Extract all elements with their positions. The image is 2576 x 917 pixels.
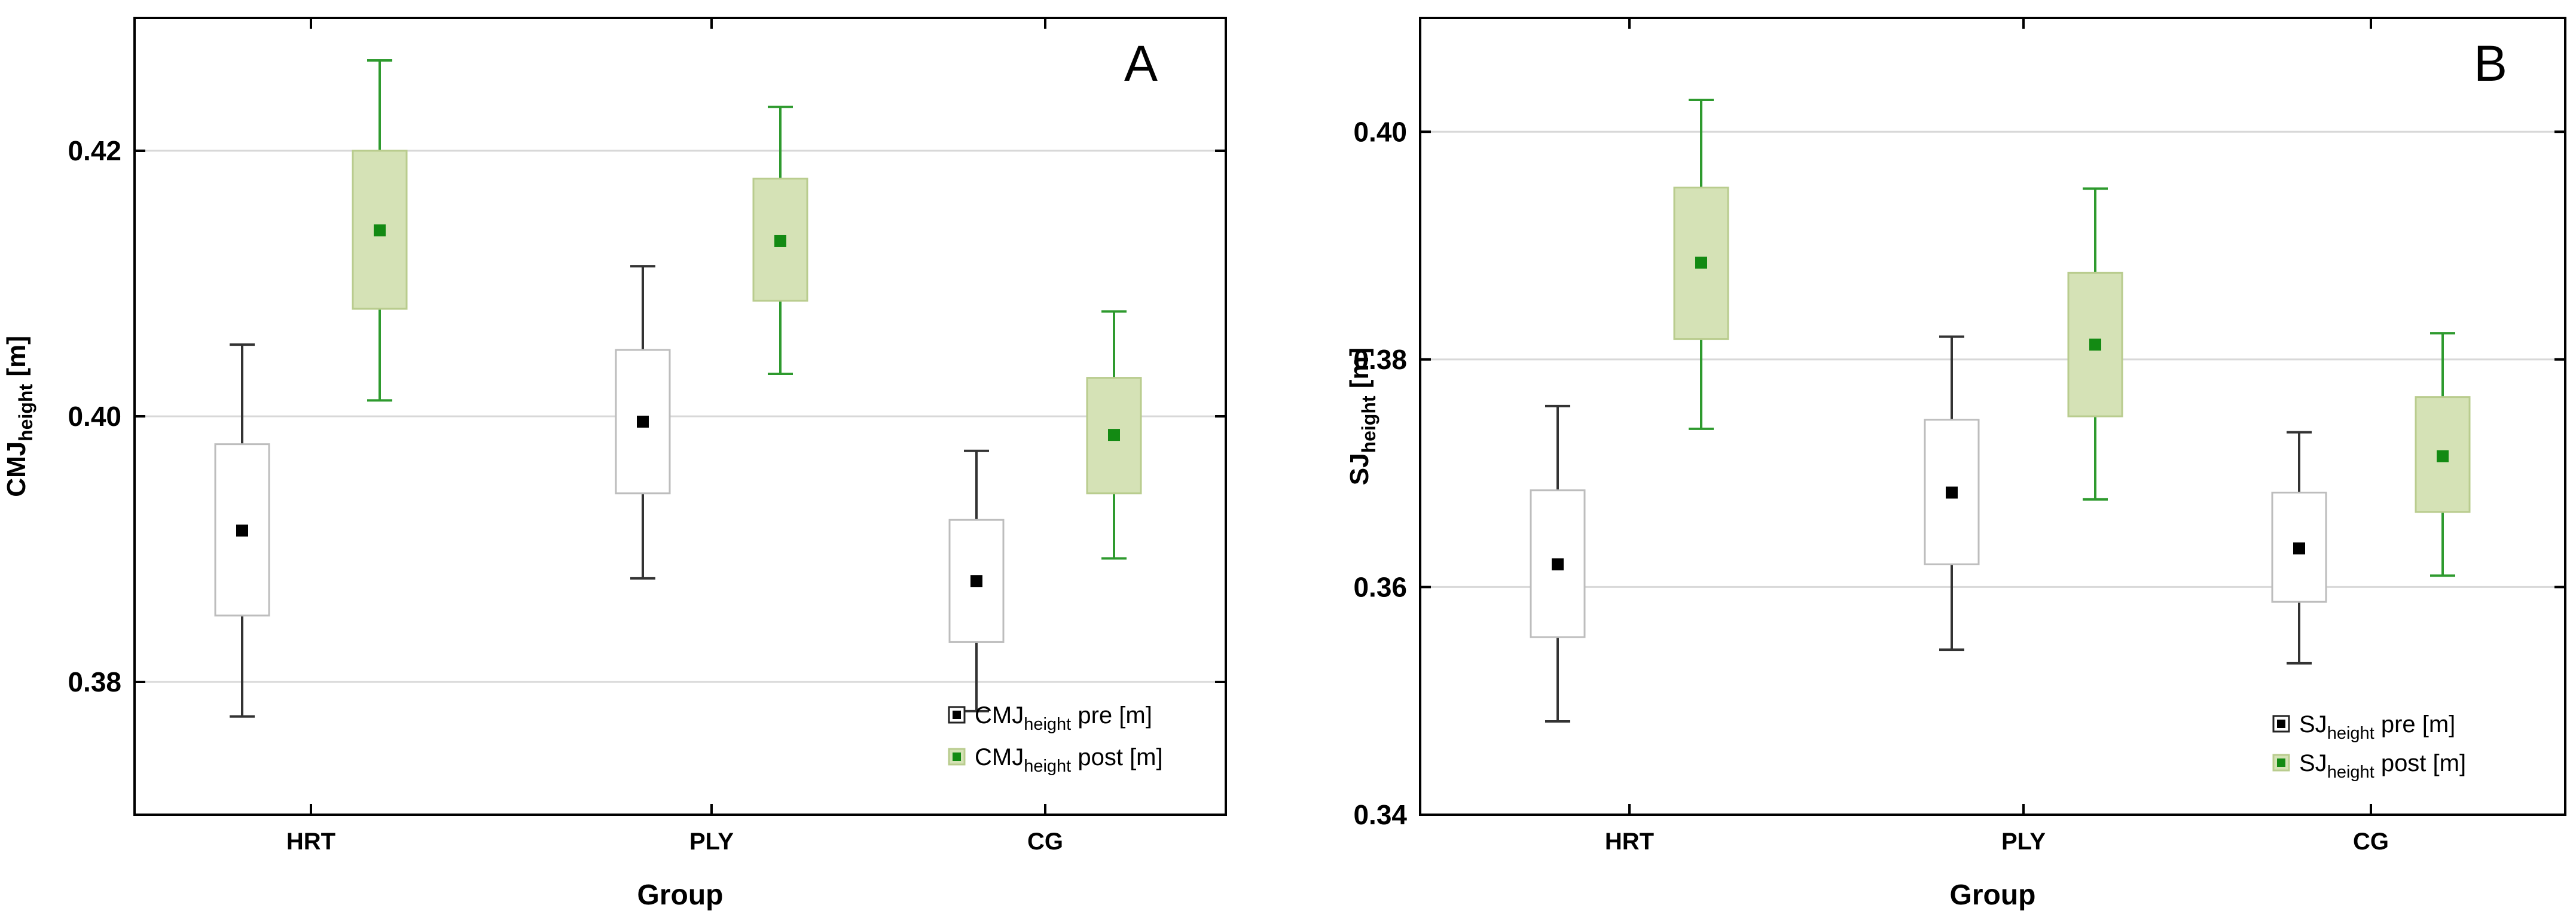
ytick-label: 0.36 [1353, 571, 1407, 602]
x-axis-title: Group [1950, 879, 2036, 911]
mean-marker [2089, 339, 2101, 351]
panel-label: A [1124, 35, 1158, 92]
mean-marker [374, 224, 386, 237]
xtick-label: PLY [689, 828, 734, 855]
mean-marker [637, 415, 649, 428]
mean-marker [236, 524, 248, 537]
xtick-label: HRT [286, 828, 335, 855]
mean-marker [2437, 450, 2449, 462]
mean-marker [2293, 542, 2305, 555]
mean-marker [1108, 429, 1120, 441]
legend-marker [2277, 720, 2285, 728]
xtick-label: CG [2353, 828, 2389, 855]
mean-marker [1946, 486, 1958, 499]
ytick-label: 0.40 [68, 401, 121, 432]
xtick-label: CG [1027, 828, 1063, 855]
mean-marker [1552, 558, 1564, 571]
box [948, 519, 1005, 643]
ytick-label: 0.34 [1353, 799, 1407, 830]
ytick-label: 0.42 [68, 135, 121, 166]
legend-label: CMJheight post [m] [975, 744, 1163, 776]
legend-label: CMJheight pre [m] [975, 702, 1152, 734]
legend-marker [2277, 758, 2285, 767]
y-axis-title: SJheight [m] [1345, 348, 1379, 485]
mean-marker [970, 575, 982, 587]
mean-marker [774, 234, 786, 247]
mean-marker [1695, 257, 1707, 269]
x-axis-title: Group [637, 879, 724, 911]
xtick-label: PLY [2001, 828, 2046, 855]
legend-label: SJheight pre [m] [2299, 711, 2455, 743]
y-axis-title: CMJheight [m] [2, 336, 36, 497]
xtick-label: HRT [1605, 828, 1654, 855]
panel-a: 0.38 0.40 0.42 HRT PLY CG Group CMJheight [m] A C… [2, 17, 1227, 911]
ytick-label: 0.38 [68, 666, 121, 697]
legend-marker [953, 753, 961, 761]
ytick-label: 0.38 [1353, 344, 1407, 375]
panel-b: 0.34 0.36 0.38 0.40 HRT PLY CG Group SJheight [m… [1345, 17, 2566, 911]
legend-marker [953, 711, 961, 719]
box [214, 443, 270, 617]
panel-label: B [2474, 35, 2507, 92]
plot-frame [1419, 17, 2566, 816]
legend-label: SJheight post [m] [2299, 750, 2466, 782]
box [1086, 377, 1142, 495]
ytick-label: 0.40 [1353, 116, 1407, 147]
